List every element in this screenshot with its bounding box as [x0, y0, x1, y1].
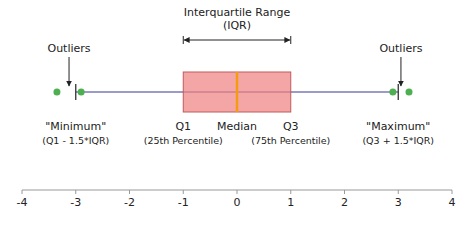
- iqr-label: Interquartile Range: [184, 6, 291, 19]
- outlier: [53, 89, 60, 96]
- part-label: Q1: [175, 120, 191, 133]
- part-label: "Minimum": [45, 120, 106, 133]
- tick: [344, 190, 345, 194]
- tick: [398, 190, 399, 194]
- outliers-arrow: [69, 57, 70, 86]
- iqr-label: (IQR): [223, 19, 251, 32]
- tick: [290, 190, 291, 194]
- box-plot: [53, 72, 412, 112]
- tick: [75, 190, 76, 194]
- tick-label: 1: [287, 196, 294, 209]
- tick-label: -4: [17, 196, 28, 209]
- part-sublabel: (75th Percentile): [251, 135, 330, 146]
- outlier: [406, 89, 413, 96]
- tick-label: -2: [124, 196, 135, 209]
- tick-label: 0: [234, 196, 241, 209]
- tick: [183, 190, 184, 194]
- iqr-bracket: [184, 40, 290, 41]
- box: [183, 72, 291, 112]
- chart: -4 -3 -2 -1 0 1 2 3 4 Interquartile Range(IQR) Out…: [0, 0, 474, 237]
- iqr-bracket-end: [183, 36, 184, 44]
- outlier: [389, 89, 396, 96]
- tick-label: -3: [70, 196, 81, 209]
- outlier: [78, 89, 85, 96]
- tick-label: 4: [449, 196, 456, 209]
- tick-label: 3: [395, 196, 402, 209]
- part-sublabel: (Q1 - 1.5*IQR): [42, 135, 109, 146]
- tick: [452, 190, 453, 194]
- part-label: Q3: [283, 120, 299, 133]
- tick-label: 2: [341, 196, 348, 209]
- part-sublabel: (Q3 + 1.5*IQR): [362, 135, 434, 146]
- median: [236, 72, 239, 112]
- part-label: "Maximum": [366, 120, 430, 133]
- x-axis: -4 -3 -2 -1 0 1 2 3 4: [17, 190, 456, 209]
- tick: [22, 190, 23, 194]
- tick-label: -1: [178, 196, 189, 209]
- part-label: Median: [217, 120, 257, 133]
- outliers-label: Outliers: [47, 42, 90, 55]
- iqr-bracket-end: [290, 36, 291, 44]
- part-sublabel: (25th Percentile): [144, 135, 223, 146]
- whisker-cap: [398, 84, 399, 100]
- tick: [237, 190, 238, 194]
- outliers-label: Outliers: [379, 42, 422, 55]
- outliers-arrow: [400, 57, 401, 86]
- tick: [129, 190, 130, 194]
- annotations: Interquartile Range(IQR) Outliers Outliers…: [42, 6, 434, 146]
- whisker-cap: [75, 84, 76, 100]
